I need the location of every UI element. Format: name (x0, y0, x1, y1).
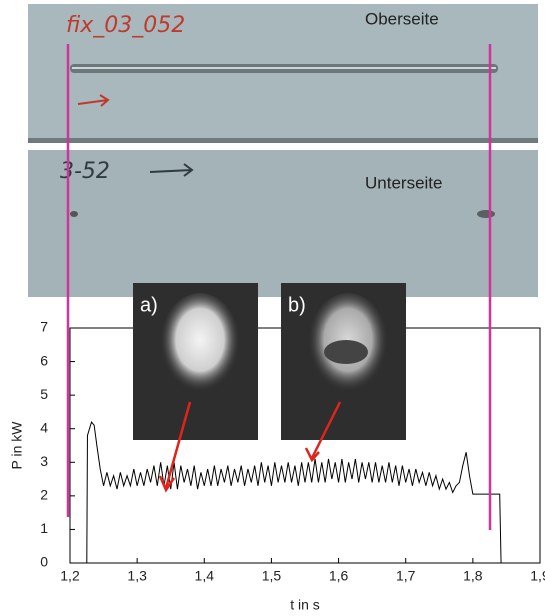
process-glow (160, 293, 240, 397)
handwritten-arrow (77, 94, 110, 107)
pointer-arrow (304, 401, 342, 463)
y-tick-label: 6 (40, 352, 48, 368)
x-tick-label: 1,4 (195, 568, 215, 584)
bottom-plate-photo (28, 150, 538, 297)
y-tick-label: 5 (40, 386, 48, 402)
x-tick-label: 1,7 (396, 568, 416, 584)
x-tick-label: 1,6 (329, 568, 349, 584)
handwritten-arrow (149, 163, 194, 177)
side-label: Unterseite (365, 173, 442, 192)
weld-spot (70, 211, 78, 217)
y-tick-label: 2 (40, 487, 48, 503)
x-tick-label: 1,8 (463, 568, 483, 584)
side-label: Oberseite (365, 9, 439, 28)
y-tick-label: 3 (40, 453, 48, 469)
x-tick-label: 1,5 (262, 568, 282, 584)
y-tick-label: 7 (40, 319, 48, 335)
keyhole-shadow (324, 340, 368, 364)
chart: 0 1 2 3 4 5 6 7 1,2 1,3 1,4 1,5 1,6 1,7 1,8 1,9 t in s P … (9, 319, 545, 613)
x-tick-label: 1,3 (127, 568, 147, 584)
inset-label: b) (288, 294, 306, 316)
handwritten-label: fix_03_052 (66, 13, 185, 38)
x-tick-label: 1,2 (60, 568, 80, 584)
plate-edge (28, 138, 538, 143)
inset-label: a) (140, 294, 158, 316)
pointer-arrow (158, 401, 192, 493)
weld-spot (477, 210, 495, 218)
power-line (86, 420, 502, 564)
x-tick-label: 1,9 (530, 568, 545, 584)
y-tick-label: 4 (40, 419, 48, 435)
x-axis-label: t in s (290, 597, 320, 613)
y-tick-label: 1 (40, 520, 48, 536)
y-tick-label: 0 (40, 554, 48, 570)
y-axis-label: P in kW (9, 421, 25, 470)
